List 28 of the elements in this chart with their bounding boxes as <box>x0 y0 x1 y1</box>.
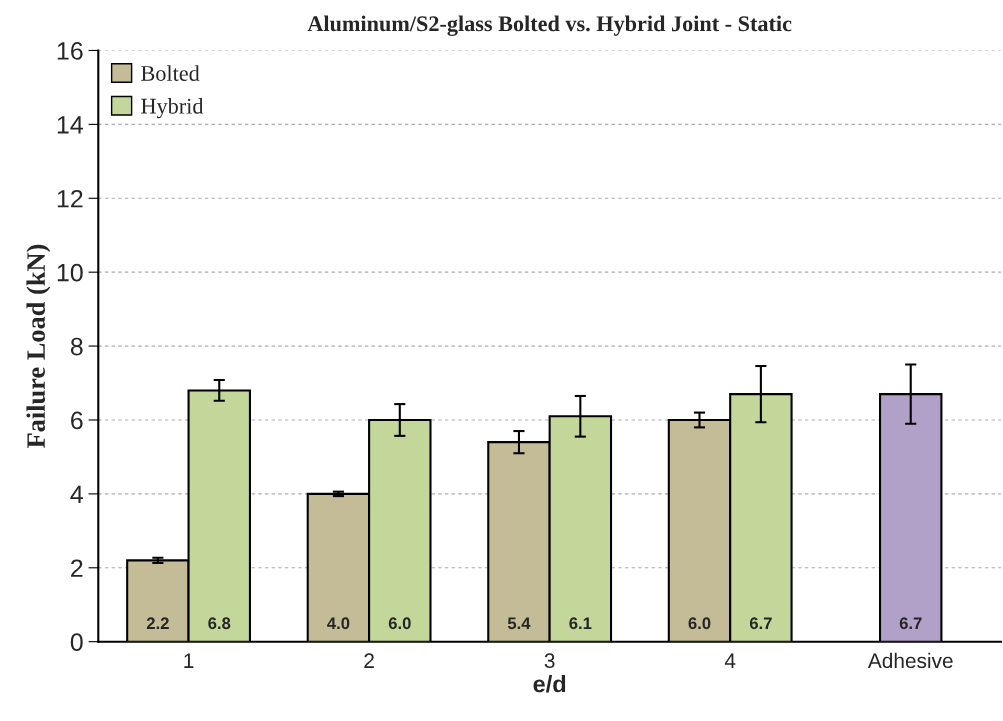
data-label: 4.0 <box>327 617 350 630</box>
data-label: 6.0 <box>388 617 411 630</box>
y-tick-label: 16 <box>57 42 83 60</box>
x-tick-label: Adhesive <box>867 652 953 669</box>
chart-title: Aluminum/S2-glass Bolted vs. Hybrid Joint - Static <box>307 15 792 36</box>
y-tick-label: 0 <box>70 633 83 651</box>
data-label: 6.7 <box>749 617 772 630</box>
y-axis-title: Failure Load (kN) <box>26 244 51 449</box>
data-label: 6.7 <box>899 617 922 630</box>
y-tick-label: 6 <box>71 411 83 430</box>
y-tick-label: 10 <box>57 263 83 282</box>
legend-label: Hybrid <box>141 98 204 119</box>
data-label: 6.0 <box>688 617 711 630</box>
x-tick-label: 3 <box>544 653 555 669</box>
y-tick-label: 8 <box>70 337 83 356</box>
x-tick-label: 4 <box>724 653 736 668</box>
y-tick-label: 4 <box>70 485 83 503</box>
legend-label: Bolted <box>141 65 200 81</box>
data-label: 2.2 <box>146 617 169 629</box>
data-label: 6.1 <box>569 617 592 630</box>
x-tick-label: 1 <box>184 653 194 668</box>
y-tick-label: 2 <box>71 559 83 577</box>
data-label: 6.8 <box>208 617 231 630</box>
y-tick-label: 14 <box>57 116 83 134</box>
data-label: 5.4 <box>507 617 531 630</box>
x-tick-label: 2 <box>364 653 374 668</box>
x-axis-title: e/d <box>533 675 566 693</box>
y-tick-label: 12 <box>57 189 83 208</box>
